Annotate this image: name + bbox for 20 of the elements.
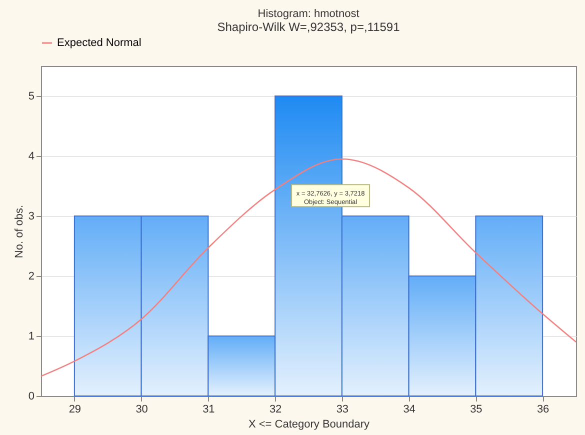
y-tick-label: 4	[28, 150, 34, 162]
x-tick-label: 35	[470, 404, 482, 416]
x-tick-label: 32	[269, 404, 282, 416]
x-tick-label: 34	[403, 404, 416, 416]
x-tick-label: 36	[536, 404, 550, 416]
x-tick-label: 33	[336, 404, 349, 416]
y-tick-label: 1	[28, 330, 34, 342]
x-tick-label: 29	[68, 404, 82, 416]
x-axis-title: X <= Category Boundary	[248, 418, 370, 430]
line-series	[40, 158, 577, 377]
y-axis-title: No. of obs.	[13, 204, 26, 258]
y-tick-label: 5	[28, 90, 34, 102]
chart-subtitle: Shapiro-Wilk W=,92353, p=,11591	[217, 20, 400, 34]
x-tick-label: 31	[202, 404, 215, 416]
x-tick-label: 30	[136, 404, 148, 416]
y-tick-label: 3	[28, 210, 34, 222]
y-tick-label: 2	[28, 270, 34, 282]
chart-title: Histogram: hmotnost	[258, 8, 360, 20]
y-tick-label: 0	[28, 390, 34, 402]
legend-label: Expected Normal	[57, 37, 142, 49]
